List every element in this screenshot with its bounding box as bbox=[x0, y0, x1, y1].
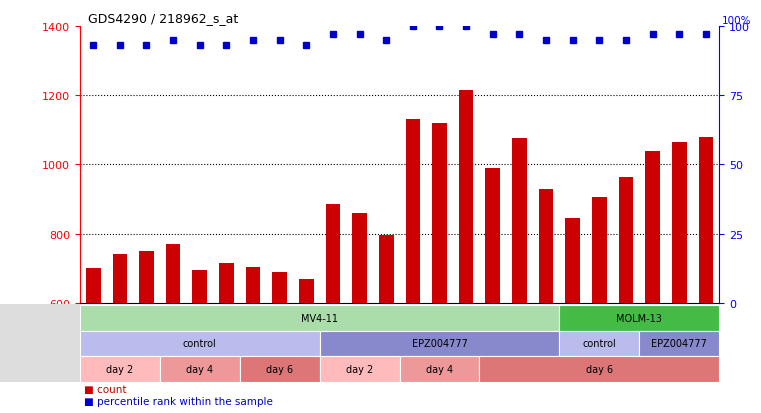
Bar bbox=[512, 139, 527, 303]
Bar bbox=[592, 198, 607, 303]
Text: GSM739170: GSM739170 bbox=[595, 304, 603, 355]
Text: GSM739165: GSM739165 bbox=[302, 304, 310, 355]
Text: GSM739159: GSM739159 bbox=[222, 304, 231, 355]
Text: GSM739160: GSM739160 bbox=[489, 304, 497, 355]
Bar bbox=[565, 218, 580, 303]
Text: GSM739161: GSM739161 bbox=[515, 304, 524, 355]
Text: GSM739166: GSM739166 bbox=[648, 304, 657, 355]
Text: day 6: day 6 bbox=[586, 364, 613, 374]
Text: control: control bbox=[183, 339, 217, 349]
Text: GSM739148: GSM739148 bbox=[329, 304, 337, 355]
Text: MOLM-13: MOLM-13 bbox=[616, 313, 662, 323]
Bar bbox=[352, 214, 367, 303]
Text: GSM739151: GSM739151 bbox=[89, 304, 97, 355]
Bar bbox=[619, 177, 633, 303]
Bar bbox=[486, 169, 500, 303]
Text: GSM739167: GSM739167 bbox=[675, 304, 683, 355]
Text: 100%: 100% bbox=[722, 15, 751, 26]
Bar bbox=[672, 142, 686, 303]
Text: GSM739153: GSM739153 bbox=[142, 304, 151, 355]
Bar bbox=[299, 279, 314, 303]
Text: GSM739158: GSM739158 bbox=[196, 304, 204, 355]
Bar bbox=[219, 263, 234, 303]
Text: GSM739164: GSM739164 bbox=[275, 304, 284, 355]
Text: control: control bbox=[582, 339, 616, 349]
Text: ■ count: ■ count bbox=[84, 385, 126, 394]
Text: time: time bbox=[6, 363, 30, 373]
Text: GSM739171: GSM739171 bbox=[622, 304, 630, 355]
Text: GSM739162: GSM739162 bbox=[542, 304, 550, 355]
Text: day 6: day 6 bbox=[266, 364, 293, 374]
Text: GSM739163: GSM739163 bbox=[249, 304, 257, 355]
Bar bbox=[193, 271, 207, 303]
Bar bbox=[246, 267, 260, 303]
Text: day 2: day 2 bbox=[107, 364, 133, 374]
Bar bbox=[406, 120, 420, 303]
Text: GSM739152: GSM739152 bbox=[116, 304, 124, 355]
Bar bbox=[86, 268, 100, 303]
Text: GSM739149: GSM739149 bbox=[355, 304, 364, 355]
Text: GSM739168: GSM739168 bbox=[702, 304, 710, 355]
Text: GSM739150: GSM739150 bbox=[382, 304, 390, 355]
Bar bbox=[379, 236, 393, 303]
Text: day 2: day 2 bbox=[346, 364, 373, 374]
Bar bbox=[139, 252, 154, 303]
Bar bbox=[272, 272, 287, 303]
Text: ■ percentile rank within the sample: ■ percentile rank within the sample bbox=[84, 396, 272, 406]
Bar bbox=[113, 255, 127, 303]
Text: GSM739155: GSM739155 bbox=[435, 304, 444, 355]
Bar bbox=[432, 123, 447, 303]
Text: GSM739154: GSM739154 bbox=[409, 304, 417, 355]
Bar bbox=[459, 91, 473, 303]
Text: day 4: day 4 bbox=[186, 364, 213, 374]
Text: MV4-11: MV4-11 bbox=[301, 313, 338, 323]
Text: GDS4290 / 218962_s_at: GDS4290 / 218962_s_at bbox=[88, 12, 237, 25]
Bar bbox=[699, 138, 713, 303]
Bar bbox=[539, 189, 553, 303]
Bar bbox=[326, 205, 340, 303]
Text: agent: agent bbox=[6, 337, 37, 347]
Text: day 4: day 4 bbox=[426, 364, 453, 374]
Bar bbox=[645, 151, 660, 303]
Text: cell line: cell line bbox=[6, 312, 46, 322]
Text: GSM739169: GSM739169 bbox=[568, 304, 577, 355]
Text: GSM739156: GSM739156 bbox=[462, 304, 470, 355]
Text: GSM739157: GSM739157 bbox=[169, 304, 177, 355]
Text: EPZ004777: EPZ004777 bbox=[412, 339, 467, 349]
Bar bbox=[166, 244, 180, 303]
Text: EPZ004777: EPZ004777 bbox=[651, 339, 707, 349]
